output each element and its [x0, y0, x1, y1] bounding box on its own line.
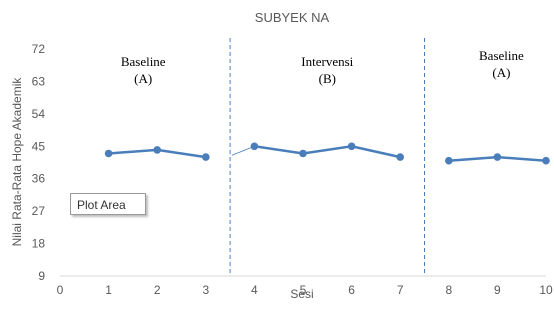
data-point	[153, 146, 161, 154]
data-point	[445, 156, 453, 165]
data-point	[542, 156, 550, 165]
x-tick-label: 1	[105, 283, 112, 297]
data-point	[299, 149, 307, 158]
phase-label-code: (A)	[134, 71, 152, 86]
phase-label-title: Baseline	[479, 48, 524, 63]
plot-area-tooltip: Plot Area	[70, 193, 146, 215]
data-point	[104, 149, 113, 158]
phase-label-title: Baseline	[121, 54, 166, 69]
x-tick-label: 2	[154, 283, 161, 297]
data-point	[493, 153, 502, 161]
y-tick-label: 9	[38, 269, 45, 283]
y-tick-label: 36	[32, 172, 46, 186]
x-tick-label: 7	[397, 283, 404, 297]
phase-label-code: (B)	[319, 71, 336, 86]
x-tick-label: 0	[57, 283, 64, 297]
phase-label-code: (A)	[492, 65, 510, 80]
chart-title: SUBYEK NA	[255, 10, 330, 25]
x-tick-label: 8	[445, 283, 452, 297]
data-point	[202, 153, 210, 161]
x-tick-label: 6	[348, 283, 355, 297]
y-tick-label: 45	[32, 139, 46, 153]
y-axis-label: Nilai Rata-Rata Hope Akademik	[10, 77, 24, 247]
y-tick-label: 63	[32, 74, 46, 88]
y-tick-label: 54	[32, 107, 46, 121]
data-point	[396, 153, 405, 161]
connector-line	[231, 145, 255, 156]
x-tick-label: 3	[202, 283, 209, 297]
y-tick-label: 72	[32, 42, 46, 56]
data-point	[347, 142, 356, 151]
x-tick-label: 5	[300, 283, 307, 297]
x-axis-label: Sesi	[290, 287, 313, 301]
x-tick-label: 10	[539, 283, 553, 297]
x-tick-label: 9	[494, 283, 501, 297]
y-tick-label: 27	[32, 204, 46, 218]
y-tick-label: 18	[32, 237, 46, 251]
phase-label-title: Intervensi	[301, 54, 353, 69]
x-tick-label: 4	[251, 283, 258, 297]
series-line	[254, 145, 401, 159]
